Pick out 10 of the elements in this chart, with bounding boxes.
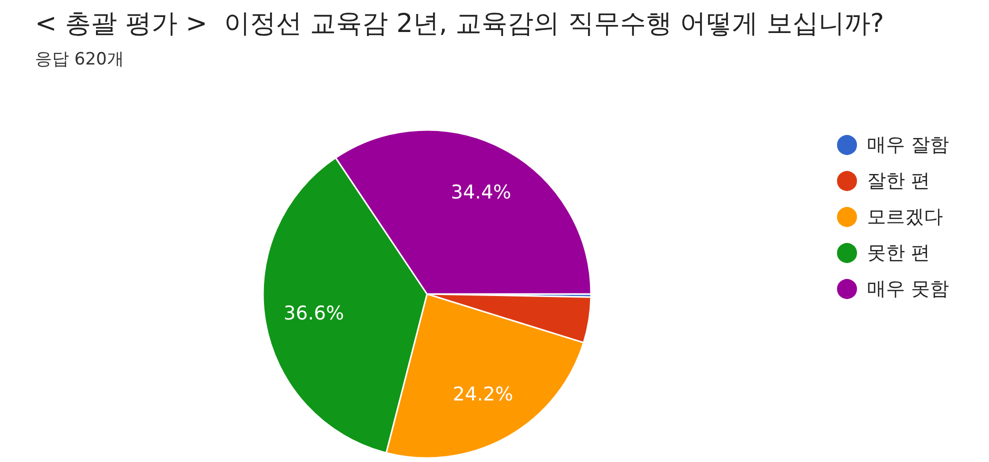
data-label: 36.6% bbox=[284, 302, 344, 324]
data-label: 24.2% bbox=[452, 383, 514, 406]
legend-label: 잘한 편 bbox=[867, 170, 930, 192]
legend-label: 매우 잘함 bbox=[867, 134, 950, 156]
data-label: 34.4% bbox=[450, 182, 512, 204]
text: 응답 620개 bbox=[35, 50, 124, 70]
legend-label: 모르겠다 bbox=[867, 206, 943, 228]
legend-label: 못한 편 bbox=[867, 242, 930, 264]
legend-label: 매우 못함 bbox=[867, 278, 950, 300]
chart-title: < 총괄 평가 > 이정선 교육감 2년, 교육감의 직무수행 어떻게 보십니까? bbox=[35, 9, 884, 39]
